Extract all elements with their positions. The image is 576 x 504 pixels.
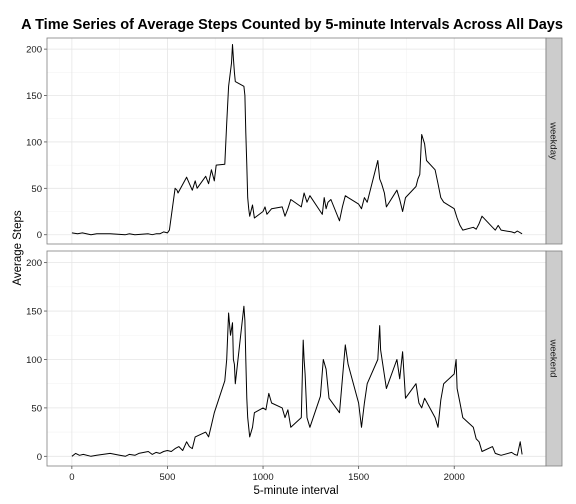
facet-strip — [545, 37, 563, 245]
x-axis-label: 5-minute interval — [253, 485, 338, 497]
panel-weekend: 0 50 100 150 200 weekend — [26, 250, 563, 467]
series-line-weekday — [71, 44, 523, 236]
x-tick-label: 2000 — [444, 472, 465, 483]
facet-strip — [545, 250, 563, 467]
y-axis-label: Average Steps — [12, 210, 24, 285]
y-tick-label: 200 — [26, 258, 42, 269]
panel-background — [47, 251, 546, 466]
x-tick-label: 1000 — [252, 472, 273, 483]
y-tick-label: 200 — [26, 45, 42, 56]
x-tick-label: 1500 — [348, 472, 369, 483]
y-tick-label: 50 — [31, 403, 42, 414]
chart-title: A Time Series of Average Steps Counted b… — [21, 17, 563, 33]
x-tick-label: 500 — [160, 472, 176, 483]
y-tick-label: 150 — [26, 91, 42, 102]
panel-weekday: 0 50 100 150 200 weekday — [26, 37, 563, 245]
panels-layer: 0 50 100 150 200 weekday 0 50 100 150 200 weekend — [26, 37, 563, 467]
facet-strip-label: weekend — [548, 338, 559, 377]
y-tick-label: 50 — [31, 184, 42, 195]
y-tick-label: 150 — [26, 307, 42, 318]
y-tick-label: 0 — [37, 452, 42, 463]
facet-strip-label: weekday — [548, 121, 559, 160]
x-axis-ticks: 0 500 1000 1500 2000 — [69, 466, 465, 483]
x-tick-label: 0 — [69, 472, 74, 483]
series-line-weekend — [71, 305, 523, 457]
y-tick-label: 100 — [26, 355, 42, 366]
y-tick-label: 100 — [26, 137, 42, 148]
y-tick-label: 0 — [37, 230, 42, 241]
panel-background — [47, 38, 546, 244]
